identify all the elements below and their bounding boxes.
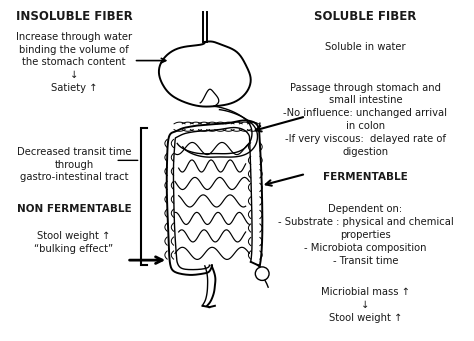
Ellipse shape	[255, 267, 269, 280]
Text: Increase through water
binding the volume of
the stomach content
↓
Satiety ↑: Increase through water binding the volum…	[16, 32, 132, 93]
Text: NON FERMENTABLE: NON FERMENTABLE	[17, 204, 131, 214]
Text: INSOLUBLE FIBER: INSOLUBLE FIBER	[16, 10, 132, 23]
Text: FERMENTABLE: FERMENTABLE	[323, 172, 408, 182]
Text: Passage through stomach and
small intestine
-No influence: unchanged arrival
in : Passage through stomach and small intest…	[283, 83, 447, 157]
Text: Decreased transit time
through
gastro-intestinal tract: Decreased transit time through gastro-in…	[17, 147, 131, 182]
Text: SOLUBLE FIBER: SOLUBLE FIBER	[314, 10, 417, 23]
Text: Soluble in water: Soluble in water	[325, 42, 406, 52]
Text: Dependent on:
- Substrate : physical and chemical
properties
- Microbiota compos: Dependent on: - Substrate : physical and…	[278, 204, 453, 266]
Text: Micriobial mass ↑
↓
Stool weight ↑: Micriobial mass ↑ ↓ Stool weight ↑	[321, 287, 410, 323]
Text: Stool weight ↑
“bulking effect”: Stool weight ↑ “bulking effect”	[35, 232, 114, 254]
